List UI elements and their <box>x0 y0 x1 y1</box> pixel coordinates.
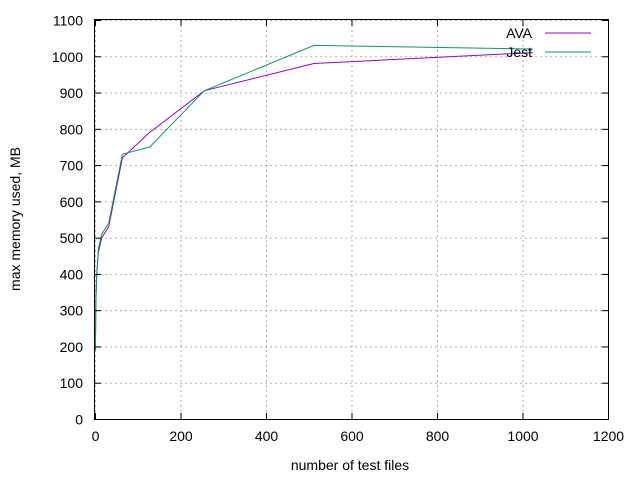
y-tick-label: 1100 <box>53 13 83 29</box>
legend-label-jest: Jest <box>506 44 532 60</box>
grid <box>95 20 609 420</box>
y-tick-label: 400 <box>60 266 84 282</box>
y-tick-label: 200 <box>60 339 84 355</box>
y-axis-label: max memory used, MB <box>7 147 23 291</box>
x-tick-labels: 0 200 400 600 800 1000 1200 <box>92 428 625 444</box>
y-tick-label: 700 <box>60 158 84 174</box>
x-tick-label: 1000 <box>507 428 538 444</box>
y-tick-label: 800 <box>60 121 84 137</box>
x-axis-label: number of test files <box>291 457 409 473</box>
x-tick-label: 1200 <box>593 428 624 444</box>
x-tick-label: 200 <box>169 428 193 444</box>
y-tick-label: 300 <box>60 303 84 319</box>
y-tick-label: 500 <box>60 230 84 246</box>
y-tick-label: 600 <box>60 194 84 210</box>
x-tick-label: 0 <box>92 428 100 444</box>
x-tick-label: 600 <box>340 428 364 444</box>
legend-label-ava: AVA <box>506 25 533 41</box>
y-tick-labels: 0 100 200 300 400 500 600 700 800 900 1000 1100 <box>52 13 83 428</box>
y-tick-label: 900 <box>60 85 84 101</box>
plot-frame <box>94 19 609 420</box>
legend: AVA Jest <box>506 25 591 60</box>
x-tick-label: 800 <box>426 428 450 444</box>
tick-marks <box>95 20 609 420</box>
y-tick-label: 100 <box>60 375 84 391</box>
series-line-ava <box>94 52 533 351</box>
series-layer <box>94 44 533 351</box>
y-tick-label: 0 <box>75 412 83 428</box>
y-tick-label: 1000 <box>52 49 83 65</box>
x-tick-label: 400 <box>255 428 279 444</box>
series-line-jest <box>94 44 533 351</box>
